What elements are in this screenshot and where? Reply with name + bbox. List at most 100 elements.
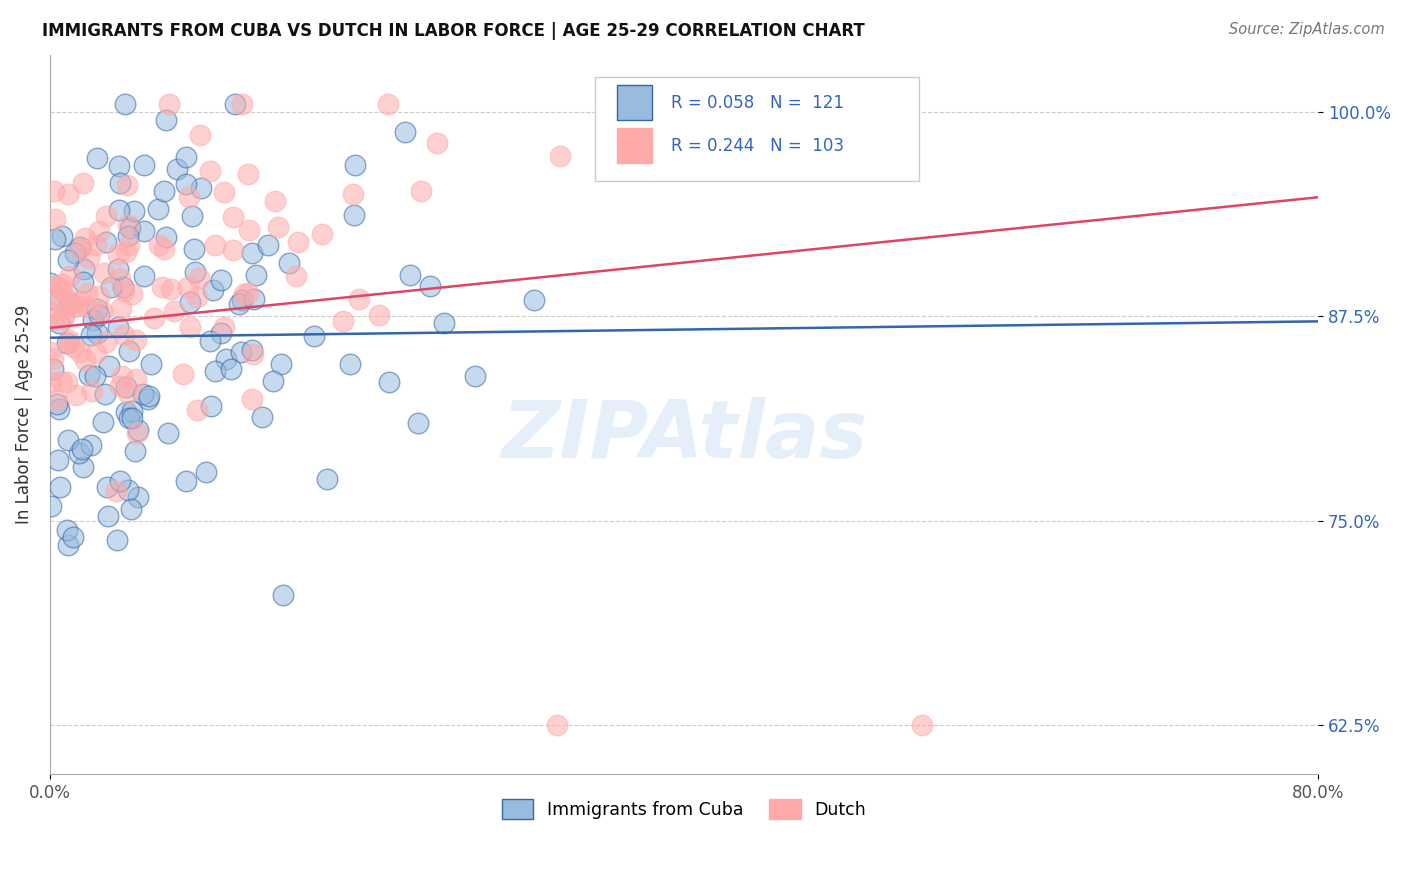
Point xyxy=(118,220,141,235)
Point xyxy=(152,184,174,198)
Point xyxy=(143,311,166,326)
Point xyxy=(267,220,290,235)
Point xyxy=(229,345,252,359)
Point xyxy=(138,389,160,403)
Point xyxy=(224,97,246,112)
Point xyxy=(44,311,66,326)
Point xyxy=(56,186,79,201)
Point xyxy=(426,136,449,150)
Point xyxy=(136,392,159,406)
Point xyxy=(56,336,79,351)
Point xyxy=(115,245,138,260)
Point xyxy=(302,329,325,343)
Point xyxy=(51,277,73,292)
Point xyxy=(209,326,232,340)
Point xyxy=(108,203,131,218)
Point xyxy=(79,438,101,452)
Point xyxy=(100,280,122,294)
Point xyxy=(49,282,72,296)
Point xyxy=(198,334,221,349)
Point xyxy=(222,243,245,257)
Point xyxy=(94,386,117,401)
Point xyxy=(63,340,86,354)
Point xyxy=(150,280,173,294)
Point xyxy=(117,483,139,497)
Point xyxy=(238,167,260,181)
Point xyxy=(201,283,224,297)
Point xyxy=(108,159,131,173)
Point xyxy=(378,375,401,389)
Point xyxy=(45,397,67,411)
Point xyxy=(51,294,73,309)
Point xyxy=(245,268,267,282)
Point xyxy=(184,264,207,278)
Point xyxy=(406,416,429,430)
Point xyxy=(174,150,197,164)
Point xyxy=(367,309,389,323)
Point xyxy=(45,392,67,407)
Point xyxy=(117,344,139,359)
Point xyxy=(117,218,139,232)
Point xyxy=(115,405,138,419)
Point xyxy=(52,308,75,322)
Text: ZIPAtlas: ZIPAtlas xyxy=(501,397,868,475)
Point xyxy=(60,300,83,314)
Point xyxy=(108,379,131,393)
Point xyxy=(75,353,97,368)
Point xyxy=(110,177,132,191)
FancyBboxPatch shape xyxy=(595,77,918,181)
Point xyxy=(97,509,120,524)
Point xyxy=(270,357,292,371)
Point xyxy=(177,280,200,294)
Point xyxy=(231,293,253,307)
Point xyxy=(76,286,98,301)
Point xyxy=(132,269,155,284)
Point xyxy=(394,125,416,139)
Point xyxy=(107,262,129,277)
Point xyxy=(347,293,370,307)
Point xyxy=(69,240,91,254)
Point xyxy=(46,453,69,467)
Point xyxy=(58,292,80,306)
Point xyxy=(51,228,73,243)
Point xyxy=(48,480,70,494)
Point xyxy=(62,530,84,544)
Point xyxy=(112,328,135,343)
Point xyxy=(377,97,399,112)
Point xyxy=(89,308,111,322)
Y-axis label: In Labor Force | Age 25-29: In Labor Force | Age 25-29 xyxy=(15,305,32,524)
Point xyxy=(117,228,139,243)
Point xyxy=(96,209,118,223)
Point xyxy=(243,292,266,306)
Point xyxy=(311,227,333,241)
Point xyxy=(139,357,162,371)
Point xyxy=(127,490,149,504)
Point xyxy=(86,301,108,316)
Point xyxy=(84,369,107,384)
Point xyxy=(343,208,366,222)
Point xyxy=(111,280,134,294)
Point xyxy=(155,112,177,127)
Point xyxy=(86,326,108,340)
Point xyxy=(117,386,139,401)
Point xyxy=(56,523,79,537)
Point xyxy=(172,367,194,381)
Point xyxy=(315,471,337,485)
Point xyxy=(411,184,433,198)
Point xyxy=(118,237,141,252)
Point xyxy=(107,246,129,260)
Point xyxy=(252,410,274,425)
Point xyxy=(339,357,361,371)
Point xyxy=(51,283,73,297)
Point xyxy=(148,237,170,252)
Bar xyxy=(617,128,652,163)
Point xyxy=(67,446,90,460)
Point xyxy=(91,415,114,429)
Point xyxy=(90,303,112,318)
Point xyxy=(56,434,79,448)
Point xyxy=(94,235,117,250)
Point xyxy=(231,97,253,112)
Point xyxy=(214,185,236,199)
Point xyxy=(285,269,308,284)
Point xyxy=(79,368,101,383)
